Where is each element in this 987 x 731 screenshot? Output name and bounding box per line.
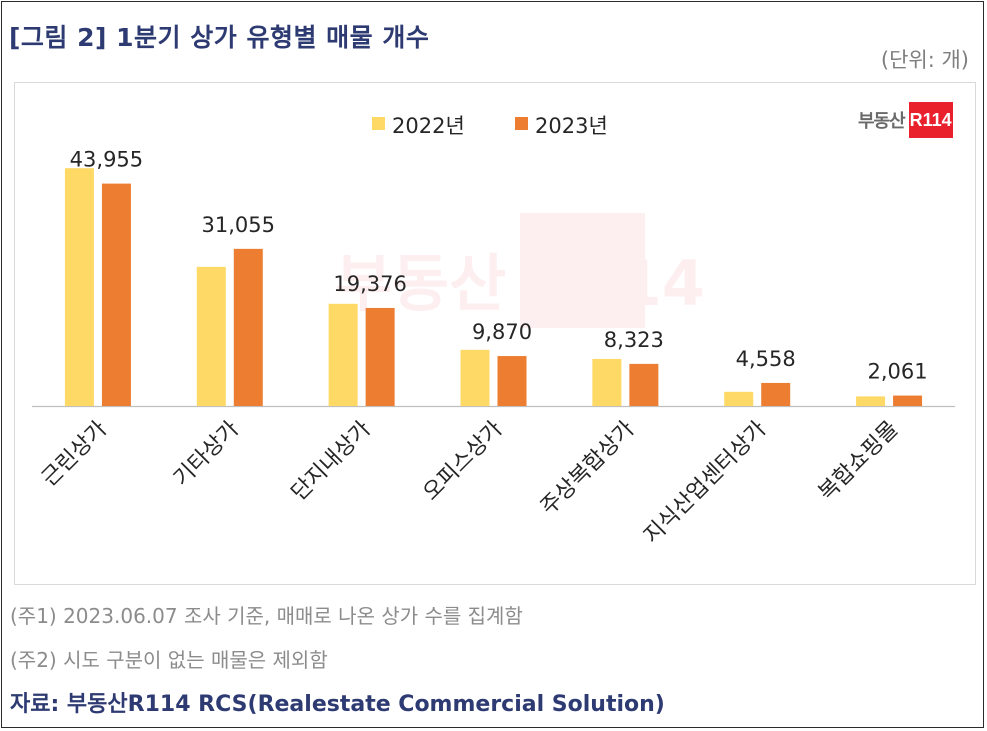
- data-label: 4,558: [736, 347, 796, 371]
- logo: 부동산 R114: [858, 102, 953, 138]
- watermark: 부동산 R114: [335, 213, 705, 328]
- category-label: 단지내상가: [287, 417, 376, 506]
- category-label: 지식산업센터상가: [639, 417, 771, 549]
- data-label: 31,055: [202, 213, 275, 237]
- bar-2023: [761, 382, 791, 406]
- category-label: 기타상가: [169, 417, 244, 492]
- bar-2022: [592, 358, 622, 406]
- bar-2023: [893, 395, 923, 406]
- bar-2023: [629, 363, 659, 406]
- data-label: 43,955: [70, 148, 143, 172]
- source-line: 자료: 부동산R114 RCS(Realestate Commercial So…: [10, 692, 665, 717]
- bar-2023: [365, 307, 395, 406]
- bar-2023: [233, 248, 263, 406]
- category-label: 근린상가: [37, 417, 112, 492]
- category-label: 오피스상가: [419, 417, 508, 506]
- category-label: 복합쇼핑몰: [814, 417, 903, 506]
- unit-label: (단위: 개): [880, 48, 969, 72]
- logo-mark: R114: [908, 102, 953, 138]
- bar-2023: [101, 183, 131, 406]
- bar-2022: [724, 391, 754, 406]
- bar-2022: [196, 266, 226, 406]
- bar-2023: [497, 356, 527, 406]
- bar-chart: 부동산 R114 2022년 2023년 43,955 근린상가 31,055 기타상가 19…: [32, 114, 955, 549]
- bar-2022: [64, 168, 94, 406]
- watermark-mark: [520, 213, 645, 328]
- data-label: 9,870: [472, 320, 532, 344]
- legend-label-1: 2022년: [392, 114, 465, 138]
- data-label: 8,323: [604, 328, 664, 352]
- bar-2022: [328, 303, 358, 406]
- watermark-text: 부동산 R114: [335, 247, 705, 320]
- data-label: 19,376: [333, 272, 406, 296]
- data-label: 2,061: [868, 360, 928, 384]
- legend-swatch-2: [515, 117, 528, 130]
- chart-title: [그림 2] 1분기 상가 유형별 매물 개수: [9, 23, 430, 52]
- footnote-2: (주2) 시도 구분이 없는 매물은 제외함: [10, 648, 328, 672]
- chart-area: 부동산 R114 2022년 2023년 43,955 근린상가 31,055 기타상가 19…: [14, 82, 976, 585]
- footnote-1: (주1) 2023.06.07 조사 기준, 매매로 나온 상가 수를 집계함: [10, 604, 523, 628]
- legend-label-2: 2023년: [535, 114, 608, 138]
- category-label: 주상복합상가: [536, 417, 640, 521]
- bar-2022: [460, 349, 490, 406]
- bar-2022: [856, 396, 886, 406]
- logo-text: 부동산: [858, 111, 906, 132]
- legend-swatch-1: [372, 117, 385, 130]
